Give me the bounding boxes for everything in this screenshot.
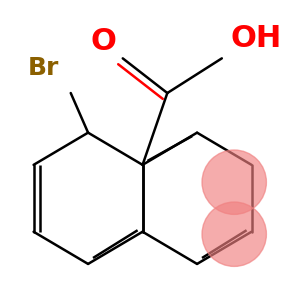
- Text: Br: Br: [28, 56, 59, 80]
- Circle shape: [202, 202, 266, 266]
- Text: O: O: [90, 26, 116, 56]
- Circle shape: [202, 150, 266, 214]
- Text: OH: OH: [231, 24, 282, 53]
